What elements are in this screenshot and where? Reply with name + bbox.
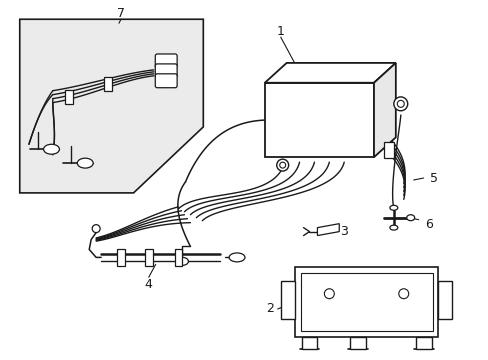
Bar — [103, 77, 112, 91]
Circle shape — [324, 289, 334, 299]
Ellipse shape — [389, 205, 397, 210]
Bar — [383, 142, 393, 158]
Bar — [117, 249, 124, 266]
Bar — [174, 249, 182, 266]
Bar — [438, 281, 451, 319]
Bar — [280, 281, 294, 319]
Circle shape — [396, 100, 404, 107]
Ellipse shape — [43, 144, 60, 154]
Ellipse shape — [229, 253, 244, 262]
Text: 1: 1 — [276, 24, 284, 38]
Bar — [65, 90, 73, 104]
Polygon shape — [264, 63, 395, 83]
Ellipse shape — [406, 215, 414, 221]
Circle shape — [393, 97, 407, 111]
FancyBboxPatch shape — [155, 54, 177, 68]
FancyBboxPatch shape — [155, 64, 177, 78]
Text: 6: 6 — [424, 218, 431, 231]
Ellipse shape — [389, 225, 397, 230]
Polygon shape — [373, 63, 395, 157]
Circle shape — [92, 225, 100, 233]
Polygon shape — [20, 19, 203, 193]
Polygon shape — [317, 224, 339, 235]
Bar — [264, 83, 373, 157]
Text: 7: 7 — [117, 7, 125, 20]
Text: 4: 4 — [144, 278, 152, 291]
Bar — [415, 337, 431, 349]
Bar — [349, 337, 366, 349]
Circle shape — [276, 159, 288, 171]
Bar — [300, 273, 432, 331]
Ellipse shape — [77, 158, 93, 168]
Ellipse shape — [176, 257, 188, 265]
Text: 3: 3 — [340, 225, 347, 238]
Circle shape — [279, 162, 285, 168]
Bar — [144, 249, 152, 266]
Bar — [294, 267, 438, 337]
Bar — [301, 337, 317, 349]
Circle shape — [398, 289, 408, 299]
Text: 5: 5 — [428, 171, 437, 185]
Text: 2: 2 — [265, 302, 273, 315]
FancyBboxPatch shape — [155, 74, 177, 88]
